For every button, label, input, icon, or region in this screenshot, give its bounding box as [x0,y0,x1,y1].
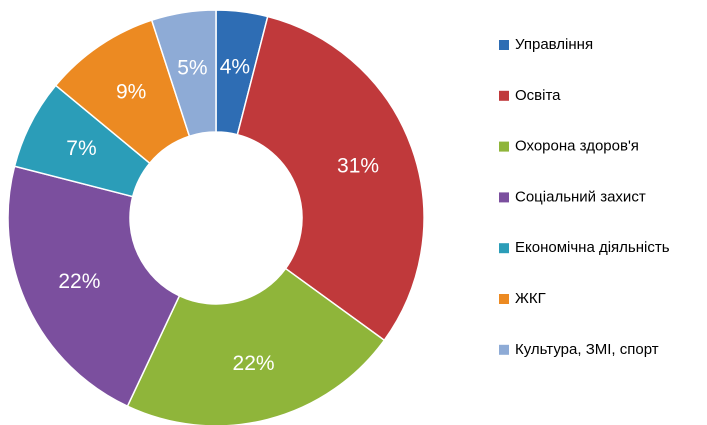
legend-swatch [499,243,509,254]
legend-swatch [499,141,509,152]
donut-segment [126,267,386,425]
legend-swatch [499,294,509,304]
data-label: 9% [116,81,146,104]
legend-label: ЖКГ [515,290,546,307]
legend-swatch [499,40,509,50]
legend-label: Охорона здоров'я [515,138,639,155]
legend-label: Соціальний захист [515,188,646,205]
data-label: 22% [233,352,275,375]
donut-segment [150,9,217,138]
data-label: 7% [66,137,96,160]
data-label: 31% [337,154,379,177]
data-label: 22% [58,270,100,293]
donut-segment [7,165,181,408]
data-label: 5% [177,56,207,79]
legend-label: Управління [515,36,593,53]
data-label: 4% [220,56,250,79]
legend-label: Освіта [515,87,561,104]
donut-segment [236,15,425,342]
legend-swatch [499,192,509,203]
legend-label: Економічна діяльність [515,239,670,256]
legend-swatch [499,90,509,101]
legend-label: Культура, ЗМІ, спорт [515,341,659,358]
legend-swatch [499,344,509,355]
